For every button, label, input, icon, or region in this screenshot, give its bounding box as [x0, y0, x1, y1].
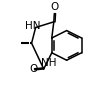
Text: HN: HN [25, 21, 41, 31]
Text: O: O [51, 2, 59, 12]
Text: O: O [29, 64, 38, 74]
Text: NH: NH [41, 58, 57, 69]
